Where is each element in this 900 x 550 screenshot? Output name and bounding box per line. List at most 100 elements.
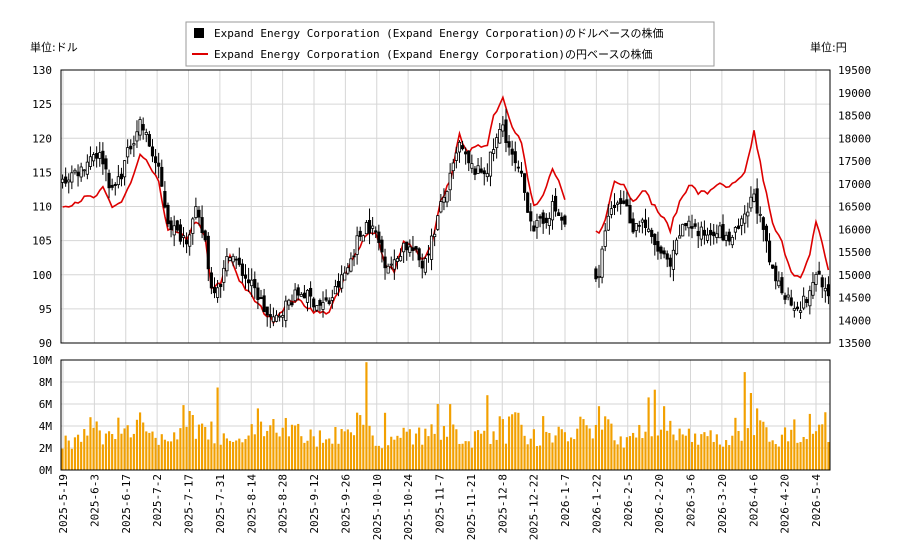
candle-body xyxy=(271,316,275,323)
candle xyxy=(532,221,536,232)
volume-bar xyxy=(377,445,380,470)
candle xyxy=(634,223,638,238)
candle-body xyxy=(640,219,644,223)
candle xyxy=(82,169,86,177)
candle xyxy=(250,268,254,298)
candle-body xyxy=(532,225,536,232)
volume-bar xyxy=(818,424,821,470)
candle xyxy=(699,221,703,247)
volume-bar xyxy=(325,439,328,470)
yen-tick-label: 19000 xyxy=(838,87,871,100)
candle-body xyxy=(643,219,648,228)
price-grid xyxy=(61,69,830,344)
candle-body xyxy=(185,239,189,245)
volume-bar xyxy=(780,434,784,470)
candle-body xyxy=(234,258,238,261)
candle-body xyxy=(628,205,632,224)
volume-bar xyxy=(393,439,396,470)
volume-bar xyxy=(805,439,808,470)
volume-bar xyxy=(176,439,179,470)
volume-bar xyxy=(114,439,117,470)
candle xyxy=(662,247,666,259)
candle-body xyxy=(287,299,291,306)
volume-bar xyxy=(207,439,210,470)
volume-bar xyxy=(495,439,498,470)
volume-bar xyxy=(64,435,67,470)
candle xyxy=(203,229,207,243)
volume-bar xyxy=(80,441,83,470)
candle-body xyxy=(755,188,759,214)
volume-tick-label: 4M xyxy=(39,420,53,433)
volume-tick-label: 0M xyxy=(39,464,53,477)
candle-body xyxy=(265,306,269,316)
volume-tick-label: 6M xyxy=(39,398,53,411)
candle-body xyxy=(767,240,772,263)
candle xyxy=(439,193,443,214)
candle xyxy=(687,215,691,237)
volume-bar xyxy=(644,431,647,470)
candle-body xyxy=(116,176,120,186)
candle xyxy=(107,169,111,199)
candle xyxy=(231,253,235,267)
candle-body xyxy=(420,260,424,269)
candle-body xyxy=(119,173,124,180)
candle xyxy=(318,298,322,312)
volume-bar xyxy=(476,430,480,470)
volume-bar xyxy=(573,439,576,470)
candle-body xyxy=(671,249,675,270)
candle-body xyxy=(175,220,179,231)
candle-body xyxy=(361,235,365,242)
candle xyxy=(247,267,251,292)
volume-bar xyxy=(777,446,780,470)
candle xyxy=(293,283,297,303)
candle xyxy=(358,226,362,242)
candle xyxy=(811,272,815,299)
volume-bar xyxy=(312,436,315,470)
candle-body xyxy=(364,222,369,235)
candle-body xyxy=(321,302,325,310)
volume-tick-label: 2M xyxy=(39,442,53,455)
candle xyxy=(88,146,93,170)
candle-body xyxy=(709,229,713,236)
volume-bar xyxy=(92,427,95,470)
candle xyxy=(175,219,179,233)
candle-body xyxy=(693,223,697,227)
volume-bar xyxy=(67,440,70,470)
candle xyxy=(504,108,508,153)
date-tick-label: 2025-10-24 xyxy=(402,474,415,541)
yen-tick-label: 13500 xyxy=(838,337,871,350)
candle xyxy=(758,206,762,223)
volume-bar xyxy=(70,448,73,470)
volume-bar xyxy=(173,432,176,470)
candle xyxy=(290,294,294,308)
volume-bar xyxy=(111,434,114,470)
candle xyxy=(321,291,325,318)
volume-bar xyxy=(799,442,802,470)
volume-bar xyxy=(402,427,405,470)
candle xyxy=(70,165,74,190)
volume-bar xyxy=(222,433,225,470)
volume-bar xyxy=(405,431,408,470)
candle-body xyxy=(557,212,561,217)
price-tick-label: 120 xyxy=(32,132,52,145)
candle-body xyxy=(786,294,790,298)
volume-bar xyxy=(607,419,610,470)
candle xyxy=(64,167,68,187)
candle xyxy=(736,218,741,230)
candle xyxy=(302,285,306,299)
volume-bar xyxy=(83,429,86,470)
candle-body xyxy=(479,168,483,173)
candle xyxy=(507,135,511,156)
candle-body xyxy=(746,211,750,217)
candle xyxy=(696,222,700,249)
candle-body xyxy=(402,242,406,253)
candle-body xyxy=(538,216,542,219)
candle-body xyxy=(76,171,80,177)
candle xyxy=(147,130,151,148)
volume-bar xyxy=(219,444,222,470)
candle-body xyxy=(436,215,440,230)
candle xyxy=(371,216,375,236)
volume-bar xyxy=(718,444,722,470)
candle-body xyxy=(451,162,455,172)
candle xyxy=(647,217,651,233)
